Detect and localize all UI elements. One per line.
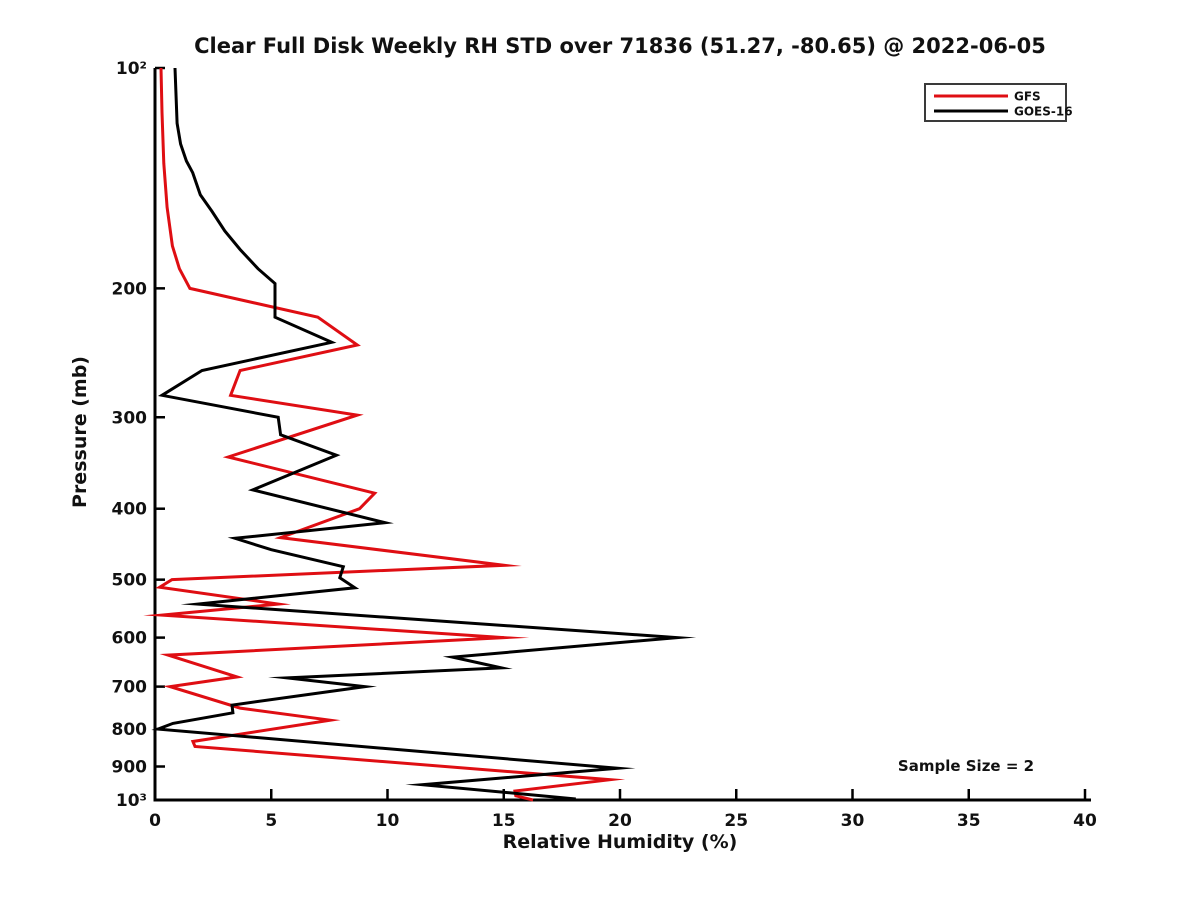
y-tick-label: 800 xyxy=(112,720,148,740)
x-tick-label: 35 xyxy=(957,811,981,831)
y-tick-label: 300 xyxy=(112,408,148,428)
x-tick-label: 20 xyxy=(608,811,632,831)
x-tick-label: 0 xyxy=(149,811,161,831)
x-tick-label: 10 xyxy=(376,811,400,831)
x-tick-label: 5 xyxy=(265,811,277,831)
y-tick-label: 200 xyxy=(112,279,148,299)
y-tick-label: 10² xyxy=(116,59,147,79)
y-tick-label: 600 xyxy=(112,629,148,649)
x-axis-label: Relative Humidity (%) xyxy=(503,831,738,853)
x-tick-label: 25 xyxy=(724,811,748,831)
legend-label-gfs: GFS xyxy=(1014,90,1041,104)
goes-16-line xyxy=(151,67,697,801)
sample-size-annotation: Sample Size = 2 xyxy=(898,757,1034,775)
legend-label-goes-16: GOES-16 xyxy=(1014,105,1073,119)
y-tick-label: 400 xyxy=(112,500,148,520)
y-tick-label: 10³ xyxy=(116,791,147,811)
x-tick-label: 30 xyxy=(841,811,865,831)
gfs-line xyxy=(143,67,626,802)
y-tick-label: 700 xyxy=(112,678,148,698)
x-tick-label: 40 xyxy=(1073,811,1097,831)
y-axis-label: Pressure (mb) xyxy=(69,356,91,508)
legend-box xyxy=(924,83,1067,122)
chart-title: Clear Full Disk Weekly RH STD over 71836… xyxy=(194,34,1046,58)
y-tick-label: 900 xyxy=(112,758,148,778)
x-tick-label: 15 xyxy=(492,811,516,831)
y-tick-label: 500 xyxy=(112,571,148,591)
